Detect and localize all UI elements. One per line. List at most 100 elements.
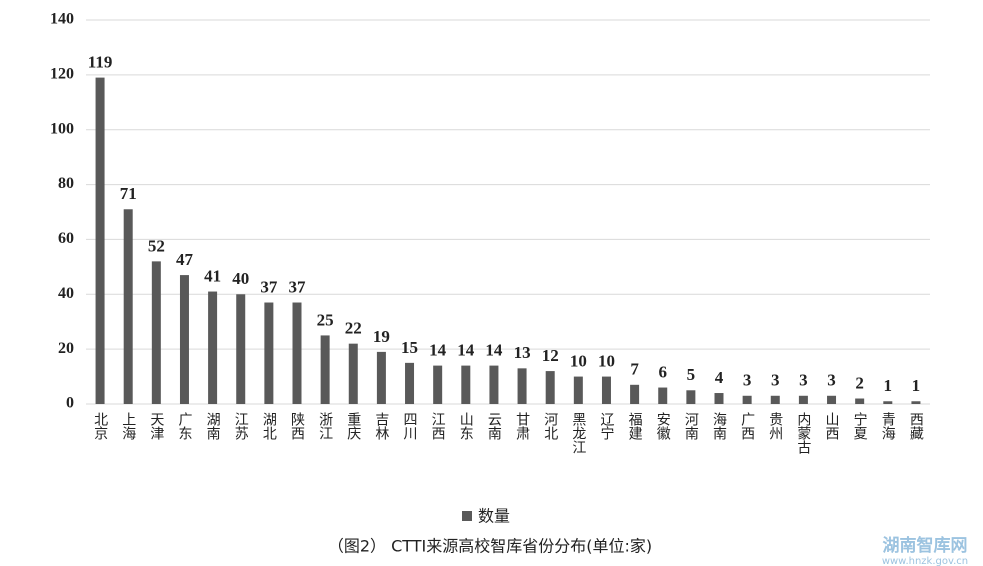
- bar: [292, 302, 302, 404]
- x-tick-label: 四川: [402, 412, 418, 440]
- bar: [883, 401, 893, 404]
- x-tick-label: 江苏: [233, 412, 249, 441]
- value-label: 37: [260, 277, 278, 296]
- y-tick-label: 120: [50, 66, 74, 83]
- bar: [320, 335, 330, 404]
- x-tick-label: 湖北: [261, 412, 277, 441]
- x-tick-label: 甘肃: [514, 412, 530, 440]
- x-tick-label: 天津: [148, 412, 164, 440]
- bar: [376, 351, 386, 404]
- x-tick-label: 陕西: [289, 412, 305, 440]
- x-tick-label: 海南: [711, 412, 727, 440]
- x-tick-label: 江西: [430, 412, 446, 440]
- x-tick-label: 内蒙古: [795, 412, 811, 454]
- bar: [911, 401, 921, 404]
- x-tick-label: 山东: [458, 412, 474, 440]
- y-tick-label: 20: [58, 340, 74, 357]
- x-tick-label: 云南: [486, 412, 502, 440]
- bar: [770, 395, 780, 404]
- x-tick-label: 北京: [92, 412, 108, 440]
- value-label: 4: [715, 368, 724, 387]
- y-tick-label: 140: [50, 11, 74, 28]
- value-label: 52: [148, 236, 165, 255]
- x-tick-label: 广西: [739, 412, 755, 440]
- x-tick-label: 贵州: [767, 412, 783, 440]
- bar: [517, 368, 527, 404]
- legend-swatch: [462, 511, 472, 521]
- value-label: 47: [176, 250, 194, 269]
- bar: [855, 398, 865, 404]
- bar: [742, 395, 752, 404]
- value-label: 6: [658, 362, 667, 381]
- x-tick-label: 青海: [880, 412, 896, 440]
- bar: [236, 294, 246, 404]
- bar: [658, 387, 668, 404]
- bar: [461, 365, 471, 404]
- bar: [827, 395, 837, 404]
- caption: （图2） CTTI来源高校智库省份分布(单位:家): [328, 537, 652, 556]
- y-tick-label: 100: [50, 120, 74, 137]
- y-tick-label: 80: [58, 175, 74, 192]
- bar: [179, 275, 189, 404]
- value-label: 119: [88, 53, 113, 72]
- x-tick-label: 安徽: [655, 412, 671, 440]
- bar: [601, 376, 611, 404]
- value-label: 71: [120, 184, 137, 203]
- y-tick-label: 40: [58, 285, 74, 302]
- x-tick-label: 河南: [683, 412, 699, 440]
- bar: [264, 302, 274, 404]
- bar: [489, 365, 499, 404]
- bar: [208, 291, 218, 404]
- x-tick-label: 湖南: [205, 412, 221, 440]
- x-tick-label: 重庆: [345, 412, 361, 440]
- bar: [798, 395, 808, 404]
- y-tick-label: 60: [58, 230, 74, 247]
- value-label: 1: [912, 376, 921, 395]
- value-label: 12: [542, 346, 559, 365]
- value-label: 15: [401, 338, 418, 357]
- bar: [123, 209, 133, 404]
- value-label: 1: [884, 376, 893, 395]
- value-label: 3: [799, 371, 808, 390]
- value-label: 14: [485, 341, 503, 360]
- value-label: 40: [232, 269, 249, 288]
- value-label: 3: [827, 371, 836, 390]
- value-label: 10: [570, 351, 587, 370]
- bar: [405, 362, 415, 404]
- x-tick-label: 上海: [120, 412, 136, 440]
- bar: [545, 371, 555, 404]
- x-tick-label: 黑龙江: [570, 412, 586, 454]
- value-label: 2: [855, 373, 864, 392]
- x-tick-label: 宁夏: [852, 411, 868, 440]
- watermark-title: 湖南智库网: [883, 535, 968, 556]
- x-tick-label: 西藏: [908, 412, 924, 440]
- watermark-url: www.hnzk.gov.cn: [882, 556, 968, 566]
- x-tick-label: 辽宁: [598, 412, 614, 440]
- bar: [433, 365, 443, 404]
- value-label: 14: [457, 341, 475, 360]
- y-tick-label: 0: [66, 395, 74, 412]
- bar: [714, 393, 724, 404]
- x-tick-label: 广东: [176, 412, 192, 440]
- bar: [95, 77, 105, 404]
- x-tick-label: 山西: [824, 412, 840, 440]
- bar: [630, 384, 640, 404]
- value-label: 13: [514, 343, 531, 362]
- legend-label: 数量: [478, 507, 510, 526]
- x-tick-label: 河北: [542, 412, 558, 441]
- value-label: 5: [687, 365, 696, 384]
- value-label: 10: [598, 351, 615, 370]
- value-label: 19: [373, 327, 390, 346]
- value-label: 7: [630, 360, 639, 379]
- x-tick-label: 福建: [627, 412, 643, 441]
- value-label: 14: [429, 341, 447, 360]
- value-label: 3: [771, 371, 780, 390]
- value-label: 41: [204, 266, 221, 285]
- bar: [573, 376, 583, 404]
- bar: [151, 261, 161, 404]
- x-tick-label: 吉林: [373, 412, 389, 440]
- bar: [348, 343, 358, 404]
- bar: [686, 390, 696, 404]
- value-label: 37: [289, 277, 307, 296]
